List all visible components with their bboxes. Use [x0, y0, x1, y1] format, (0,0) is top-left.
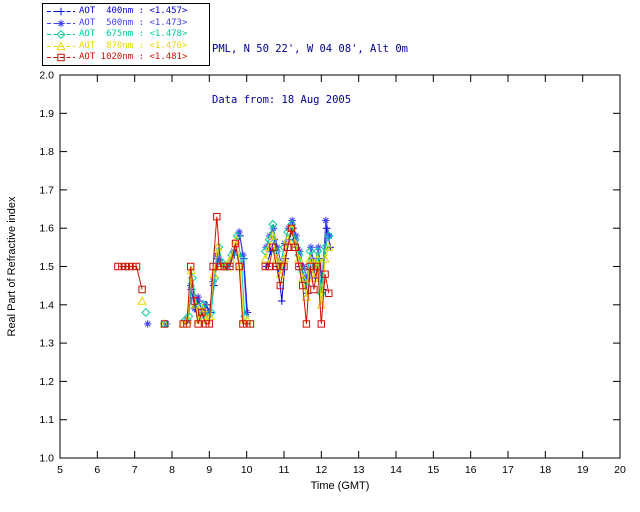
legend-marker-sample	[57, 54, 65, 62]
x-tick-label: 7	[132, 464, 138, 476]
x-tick-label: 9	[206, 464, 212, 476]
x-tick-label: 16	[465, 464, 477, 476]
legend-marker-sample	[56, 30, 66, 40]
legend-item-870nm: AOT 870nm : <1.476>	[46, 41, 206, 53]
x-tick-label: 19	[577, 464, 589, 476]
legend-sample-870nm	[47, 41, 75, 50]
y-tick-label: 1.8	[39, 146, 54, 158]
x-tick-label: 6	[94, 464, 100, 476]
legend-label-1020nm: AOT 1020nm : <1.481>	[79, 52, 188, 63]
legend-item-1020nm: AOT 1020nm : <1.481>	[46, 52, 206, 64]
series-line	[117, 216, 330, 325]
y-tick-label: 1.6	[39, 223, 54, 235]
legend-sample-1020nm	[47, 54, 75, 62]
legend-sample-675nm	[47, 30, 75, 40]
x-tick-label: 12	[315, 464, 327, 476]
legend-sample-500nm	[47, 19, 75, 28]
legend-marker-sample	[57, 7, 65, 16]
legend-label-675nm: AOT 675nm : <1.478>	[79, 29, 188, 40]
x-tick-label: 17	[502, 464, 514, 476]
header-date: Data from: 18 Aug 2005	[212, 94, 352, 106]
y-tick-label: 1.3	[39, 338, 54, 350]
x-tick-label: 5	[57, 464, 63, 476]
y-axis-title: Real Part of Refractive index	[6, 196, 18, 337]
legend-item-400nm: AOT 400nm : <1.457>	[46, 6, 206, 18]
x-tick-label: 14	[390, 464, 402, 476]
legend-marker-sample	[57, 19, 65, 28]
x-tick-label: 8	[169, 464, 175, 476]
y-tick-label: 1.4	[39, 299, 54, 311]
x-tick-label: 18	[539, 464, 551, 476]
legend-box: AOT 400nm : <1.457> AOT 500nm : <1.473> …	[42, 3, 210, 66]
x-axis: 5 6 7 8 9 10 11 12 13 14 15 16 17 18 19 20	[57, 75, 626, 476]
legend-item-675nm: AOT 675nm : <1.478>	[46, 29, 206, 41]
y-tick-label: 1.0	[39, 453, 54, 465]
legend-label-500nm: AOT 500nm : <1.473>	[79, 17, 188, 28]
header-location: PML, N 50 22', W 04 08', Alt 0m	[212, 43, 408, 55]
y-tick-label: 1.2	[39, 376, 54, 388]
y-tick-label: 2.0	[39, 70, 54, 82]
series-markers	[114, 213, 333, 328]
y-tick-label: 1.1	[39, 414, 54, 426]
x-tick-label: 13	[353, 464, 365, 476]
x-axis-title: Time (GMT)	[311, 480, 370, 492]
x-tick-label: 20	[614, 464, 626, 476]
x-tick-label: 10	[241, 464, 253, 476]
legend-label-400nm: AOT 400nm : <1.457>	[79, 6, 188, 17]
legend-marker-sample	[56, 41, 66, 50]
series-aot-1020nm	[114, 213, 333, 328]
y-axis: 1.0 1.1 1.2 1.3 1.4 1.5 1.6 1.7 1.8 1.9 2.0	[39, 70, 620, 465]
y-tick-label: 1.9	[39, 108, 54, 120]
legend-item-500nm: AOT 500nm : <1.473>	[46, 18, 206, 30]
plot-header: PML, N 50 22', W 04 08', Alt 0m Data fro…	[212, 7, 408, 143]
x-tick-label: 15	[427, 464, 439, 476]
x-tick-label: 11	[279, 464, 290, 476]
legend-label-870nm: AOT 870nm : <1.476>	[79, 40, 188, 51]
y-tick-label: 1.7	[39, 184, 54, 196]
legend-sample-400nm	[47, 7, 75, 16]
y-tick-label: 1.5	[39, 261, 54, 273]
series-aot-675nm	[141, 219, 334, 329]
